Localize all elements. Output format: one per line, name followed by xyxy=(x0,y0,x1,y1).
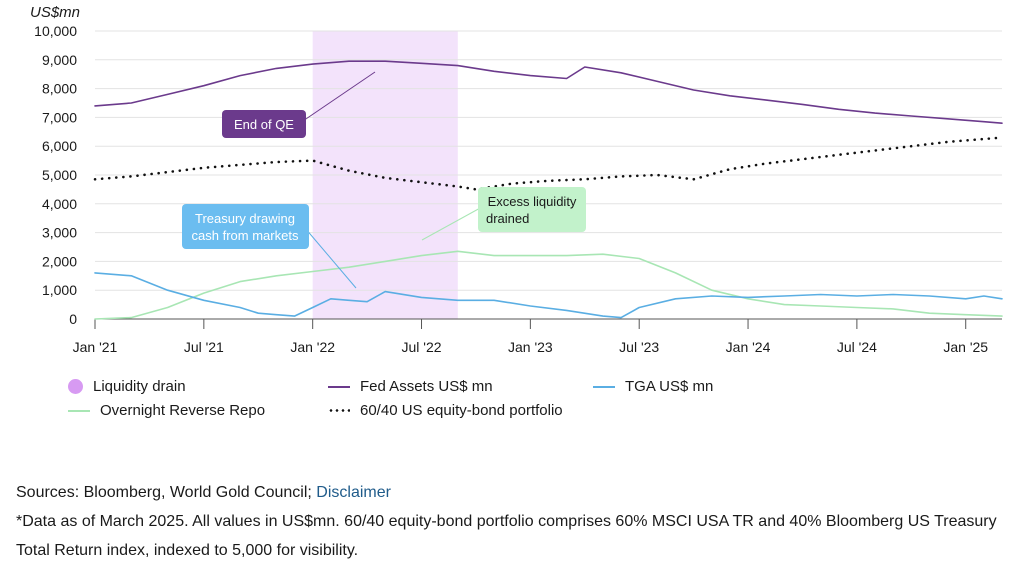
legend-label: Liquidity drain xyxy=(93,378,186,395)
y-tick-label: 10,000 xyxy=(34,23,77,39)
excess-liquidity-box xyxy=(478,187,586,232)
legend-item-overnight-reverse-repo[interactable]: Overnight Reverse Repo xyxy=(68,402,265,419)
gridlines xyxy=(95,30,1002,320)
y-tick-label: 1,000 xyxy=(42,282,77,298)
x-tick-label: Jan '24 xyxy=(726,339,771,355)
annotations: End of QE Treasury drawing cash from mar… xyxy=(182,71,586,289)
chart-canvas: US$mn 10,000 9,000 8,000 7,000 6,000 5,000 4,0… xyxy=(30,4,1004,355)
treasury-pointer xyxy=(304,227,357,289)
series-line-60-40-us-equity-bond-portfolio xyxy=(93,136,1004,191)
series-lines xyxy=(93,60,1004,320)
legend-item-liquidity-drain[interactable]: Liquidity drain xyxy=(68,378,186,395)
legend-label: Overnight Reverse Repo xyxy=(100,402,266,419)
treasury-label-line1: Treasury drawing xyxy=(195,211,295,226)
treasury-box xyxy=(182,204,309,249)
treasury-label-line2: cash from markets xyxy=(192,228,299,243)
y-tick-label: 6,000 xyxy=(42,138,77,154)
legend-item-tga[interactable]: TGA US$ mn xyxy=(593,378,713,395)
sources-text: Sources: Bloomberg, World Gold Council; xyxy=(16,484,317,501)
y-tick-label: 4,000 xyxy=(42,196,77,212)
legend-item-6040-portfolio[interactable]: 60/40 US equity-bond portfolio xyxy=(328,402,563,419)
legend-label: 60/40 US equity-bond portfolio xyxy=(360,402,563,419)
sources-line: Sources: Bloomberg, World Gold Council; … xyxy=(16,478,1016,507)
x-tick-label: Jul '23 xyxy=(619,339,659,355)
y-tick-label: 8,000 xyxy=(42,81,77,97)
series-line-fed-assets-us-mn xyxy=(94,60,1003,124)
series-line-tga-us-mn xyxy=(94,272,1003,319)
excess-liquidity-pointer xyxy=(421,206,483,241)
x-tick-label: Jul '24 xyxy=(837,339,877,355)
y-tick-label: 9,000 xyxy=(42,52,77,68)
y-unit-label: US$mn xyxy=(30,4,80,21)
x-tick-label: Jan '22 xyxy=(290,339,335,355)
y-tick-label: 7,000 xyxy=(42,109,77,125)
y-tick-label: 0 xyxy=(69,311,77,327)
x-tick-label: Jan '25 xyxy=(943,339,988,355)
x-tick-label: Jul '21 xyxy=(184,339,224,355)
end-of-qe-label: End of QE xyxy=(234,117,294,132)
end-of-qe-box xyxy=(222,110,306,138)
y-tick-label: 2,000 xyxy=(42,253,77,269)
excess-liquidity-label-line2: drained xyxy=(486,211,529,226)
y-tick-label: 3,000 xyxy=(42,225,77,241)
legend-label: TGA US$ mn xyxy=(625,378,714,395)
excess-liquidity-label-line1: Excess liquidity xyxy=(488,194,577,209)
axes: 10,000 9,000 8,000 7,000 6,000 5,000 4,000 3,00… xyxy=(34,23,1002,355)
legend: Liquidity drain Fed Assets US$ mn TGA US… xyxy=(68,378,768,428)
legend-swatch-6040-portfolio xyxy=(328,409,350,412)
legend-swatch-fed-assets xyxy=(328,385,350,388)
footer: Sources: Bloomberg, World Gold Council; … xyxy=(16,478,1016,565)
y-tick-label: 5,000 xyxy=(42,167,77,183)
disclaimer-link[interactable]: Disclaimer xyxy=(316,484,391,501)
x-tick-label: Jan '23 xyxy=(508,339,553,355)
legend-swatch-overnight-reverse-repo xyxy=(68,409,90,412)
series-line-overnight-reverse-repo xyxy=(94,250,1003,320)
x-tick-label: Jul '22 xyxy=(402,339,442,355)
x-tick-label: Jan '21 xyxy=(73,339,118,355)
legend-swatch-liquidity-drain xyxy=(68,379,83,394)
footnote: *Data as of March 2025. All values in US… xyxy=(16,513,997,559)
legend-item-fed-assets[interactable]: Fed Assets US$ mn xyxy=(328,378,493,395)
legend-swatch-tga xyxy=(593,385,615,388)
legend-label: Fed Assets US$ mn xyxy=(360,378,493,395)
end-of-qe-pointer xyxy=(299,71,376,124)
